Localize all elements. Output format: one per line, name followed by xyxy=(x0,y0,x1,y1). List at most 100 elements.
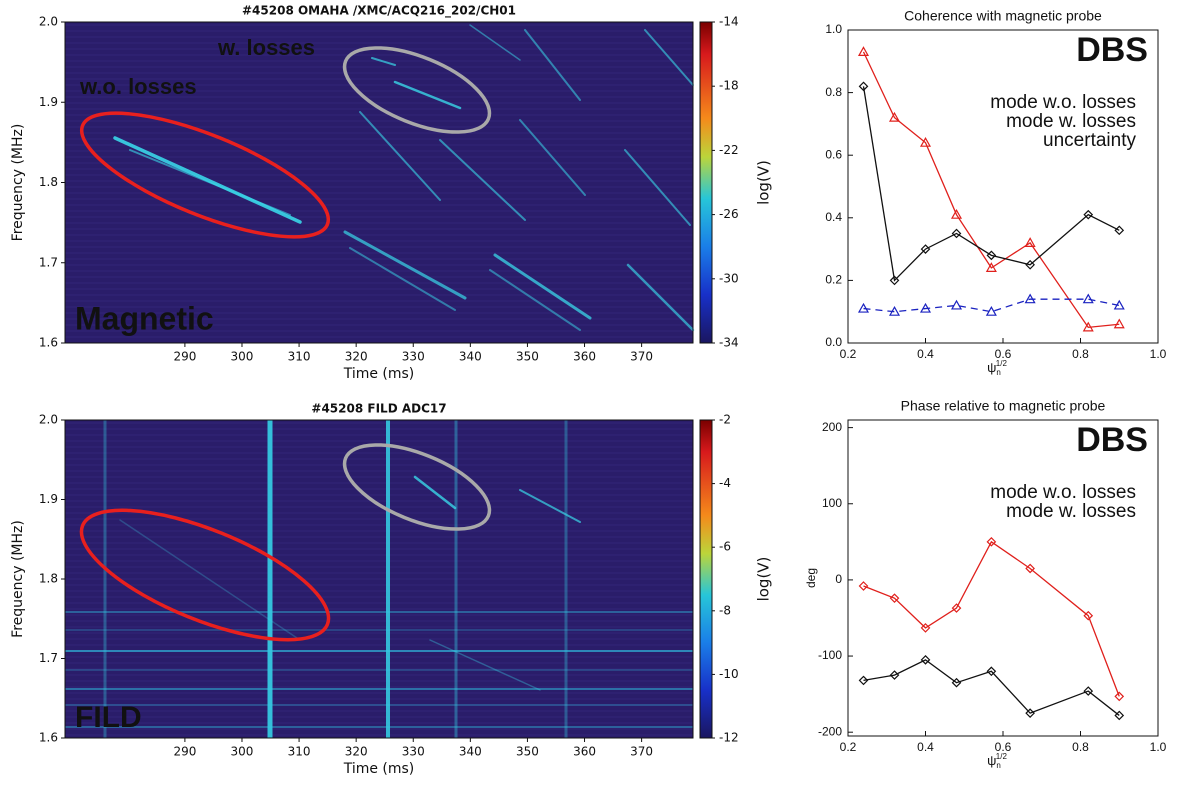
data-point xyxy=(858,81,869,92)
y-tick-label: 1.6 xyxy=(39,731,58,745)
colorbar-tick-label: -8 xyxy=(719,603,731,617)
series-line xyxy=(863,298,1120,313)
x-axis-label: ψn1/2 xyxy=(987,752,1007,770)
x-label-symbol: ψ xyxy=(987,360,996,375)
y-tick-label: 1.9 xyxy=(39,95,58,109)
x-tick-label: 350 xyxy=(516,745,539,759)
annotation: DBS xyxy=(1076,31,1148,69)
mode-streak xyxy=(519,489,581,523)
y-tick-label: 0.0 xyxy=(825,335,842,349)
data-point xyxy=(889,670,900,680)
annotation: FILD xyxy=(75,701,142,734)
series-line xyxy=(863,540,1120,697)
x-tick-label: 300 xyxy=(231,745,254,759)
x-tick-label: 0.6 xyxy=(995,740,1012,754)
y-tick-label: 2.0 xyxy=(39,413,58,427)
data-point xyxy=(1114,691,1125,702)
y-tick-label: 200 xyxy=(822,420,842,434)
data-point xyxy=(1024,237,1036,247)
data-point xyxy=(1113,299,1125,310)
data-point xyxy=(985,262,997,272)
y-tick-label: -100 xyxy=(818,648,842,662)
mode-streak xyxy=(626,263,695,332)
annotation: w. losses xyxy=(217,35,315,60)
chart-title: Coherence with magnetic probe xyxy=(904,8,1102,24)
legend-entry: mode w.o. losses xyxy=(990,92,1136,113)
data-point xyxy=(889,275,900,286)
series-line xyxy=(862,86,1120,282)
mode-streak xyxy=(343,230,467,300)
series-line xyxy=(862,51,1120,329)
x-tick-label: 340 xyxy=(459,350,482,364)
x-label-sub: n xyxy=(996,368,1000,377)
x-label-sup: 1/2 xyxy=(996,752,1008,761)
x-tick-label: 320 xyxy=(345,745,368,759)
mode-streak xyxy=(439,139,526,221)
data-point xyxy=(986,666,997,677)
colorbar-tick-label: -14 xyxy=(719,15,739,29)
y-tick-label: 0.6 xyxy=(825,147,842,161)
mode-streak xyxy=(129,149,291,216)
y-tick-label: 0.8 xyxy=(825,85,842,99)
mode-streak xyxy=(371,57,396,66)
data-point xyxy=(1082,293,1094,304)
y-tick-label: 1.8 xyxy=(39,175,58,189)
series-line xyxy=(863,659,1120,716)
mode-streak xyxy=(113,136,302,224)
data-point xyxy=(858,581,869,591)
highlight-ellipse xyxy=(79,111,331,239)
data-point xyxy=(857,302,870,313)
x-tick-label: 310 xyxy=(288,350,311,364)
x-tick-label: 300 xyxy=(231,350,254,364)
annotation: DBS xyxy=(1076,421,1148,459)
colorbar-tick-label: -26 xyxy=(719,207,739,221)
x-label-symbol: ψ xyxy=(987,753,996,768)
data-point xyxy=(920,655,931,665)
colorbar-tick-label: -10 xyxy=(719,667,739,681)
highlight-ellipse xyxy=(342,443,492,531)
y-axis-label: Frequency (MHz) xyxy=(10,124,26,242)
data-point xyxy=(1114,225,1125,236)
x-tick-label: 290 xyxy=(173,350,196,364)
data-point xyxy=(858,675,869,686)
mode-streak xyxy=(519,119,586,196)
mode-streak xyxy=(393,80,462,110)
x-tick-label: 310 xyxy=(288,745,311,759)
x-tick-label: 0.8 xyxy=(1072,740,1089,754)
colorbar-label: log(V) xyxy=(755,160,773,205)
x-tick-label: 0.4 xyxy=(917,347,934,361)
y-axis-label: deg xyxy=(804,568,818,588)
colorbar-tick-label: -6 xyxy=(719,540,731,554)
data-point xyxy=(1083,209,1094,220)
y-tick-label: 2.0 xyxy=(39,15,58,29)
y-tick-label: -200 xyxy=(818,724,842,738)
x-tick-label: 360 xyxy=(573,350,596,364)
data-point xyxy=(951,228,962,239)
x-tick-label: 1.0 xyxy=(1150,347,1167,361)
y-tick-label: 1.6 xyxy=(39,336,58,350)
colorbar-tick-label: -22 xyxy=(719,143,739,157)
data-point xyxy=(1082,321,1094,332)
data-point xyxy=(1025,708,1035,719)
data-point xyxy=(857,46,870,57)
x-tick-label: 340 xyxy=(459,745,482,759)
y-tick-label: 1.0 xyxy=(825,22,842,36)
x-axis-label: Time (ms) xyxy=(343,366,415,382)
data-point xyxy=(951,677,962,688)
data-point xyxy=(986,250,997,261)
mode-streak xyxy=(493,253,592,320)
colorbar-tick-label: -12 xyxy=(719,731,739,745)
x-axis-label: ψn1/2 xyxy=(987,359,1007,377)
mode-streak xyxy=(469,24,521,61)
y-tick-label: 1.7 xyxy=(39,651,58,665)
data-point xyxy=(986,536,997,547)
mode-streak xyxy=(624,149,691,226)
mode-streak xyxy=(359,111,441,201)
data-point xyxy=(920,623,931,633)
data-point xyxy=(1083,686,1094,696)
mode-streak xyxy=(119,519,301,641)
data-point xyxy=(1114,710,1125,721)
data-point xyxy=(920,244,931,254)
x-axis-label: Time (ms) xyxy=(343,761,415,777)
